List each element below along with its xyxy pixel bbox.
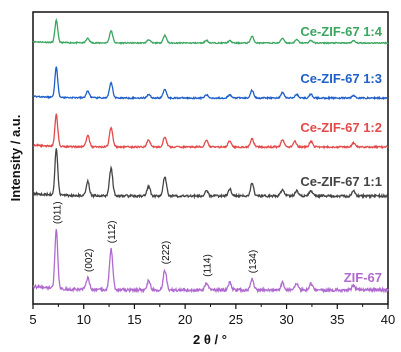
labels-layer: Ce-ZIF-67 1:4 Ce-ZIF-67 1:3 Ce-ZIF-67 1:2 C…: [52, 24, 382, 285]
peak-label: (114): [202, 254, 213, 277]
peak-label: (222): [161, 241, 172, 264]
tick-marks: 5 10 15 20 25 30 35 40: [29, 304, 395, 327]
peak-label: (011): [52, 201, 63, 224]
series-line: [32, 148, 389, 200]
peak-label: (112): [107, 221, 118, 244]
x-tick-label: 25: [229, 312, 243, 327]
x-tick-label: 30: [279, 312, 293, 327]
series-line: [32, 229, 389, 294]
x-tick-label: 5: [29, 312, 36, 327]
series-layer: [32, 17, 389, 294]
y-axis-label: Intensity / a.u.: [8, 115, 23, 202]
series-label: Ce-ZIF-67 1:1: [300, 174, 382, 189]
x-tick-label: 15: [127, 312, 141, 327]
x-tick-label: 10: [76, 312, 90, 327]
x-tick-label: 20: [178, 312, 192, 327]
series-line: [32, 17, 389, 45]
peak-label: (134): [248, 250, 259, 273]
x-tick-label: 40: [381, 312, 395, 327]
series-line: [32, 113, 389, 150]
series-line: [32, 66, 389, 101]
x-axis-label: 2 θ / °: [193, 332, 227, 347]
series-label: Ce-ZIF-67 1:4: [300, 24, 382, 39]
series-label: Ce-ZIF-67 1:2: [300, 120, 382, 135]
x-tick-label: 35: [330, 312, 344, 327]
series-label: ZIF-67: [344, 270, 382, 285]
series-label: Ce-ZIF-67 1:3: [300, 71, 382, 86]
peak-label: (002): [84, 249, 95, 272]
